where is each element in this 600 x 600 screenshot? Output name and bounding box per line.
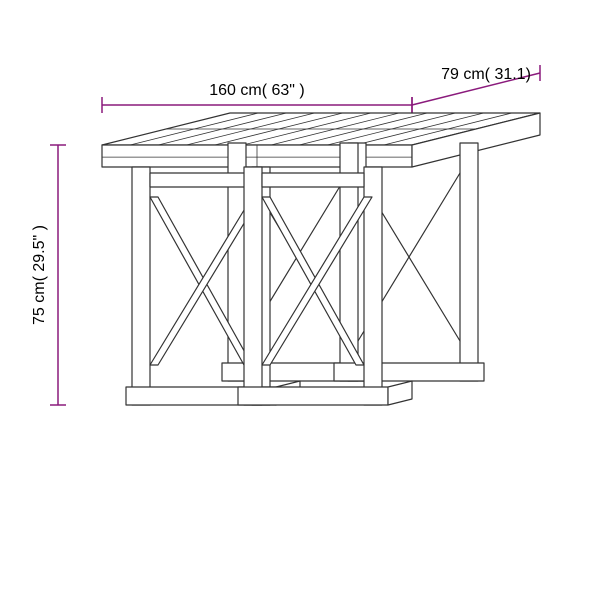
width-label: 160 cm( 63" ) [209, 82, 305, 99]
table-drawing [102, 113, 540, 405]
height-label: 75 cm( 29.5" ) [31, 225, 48, 325]
depth-label: 79 cm( 31.1) [441, 66, 531, 83]
dimension-diagram: 160 cm( 63" ) 79 cm( 31.1) 75 cm( 29.5" ) [0, 0, 600, 600]
